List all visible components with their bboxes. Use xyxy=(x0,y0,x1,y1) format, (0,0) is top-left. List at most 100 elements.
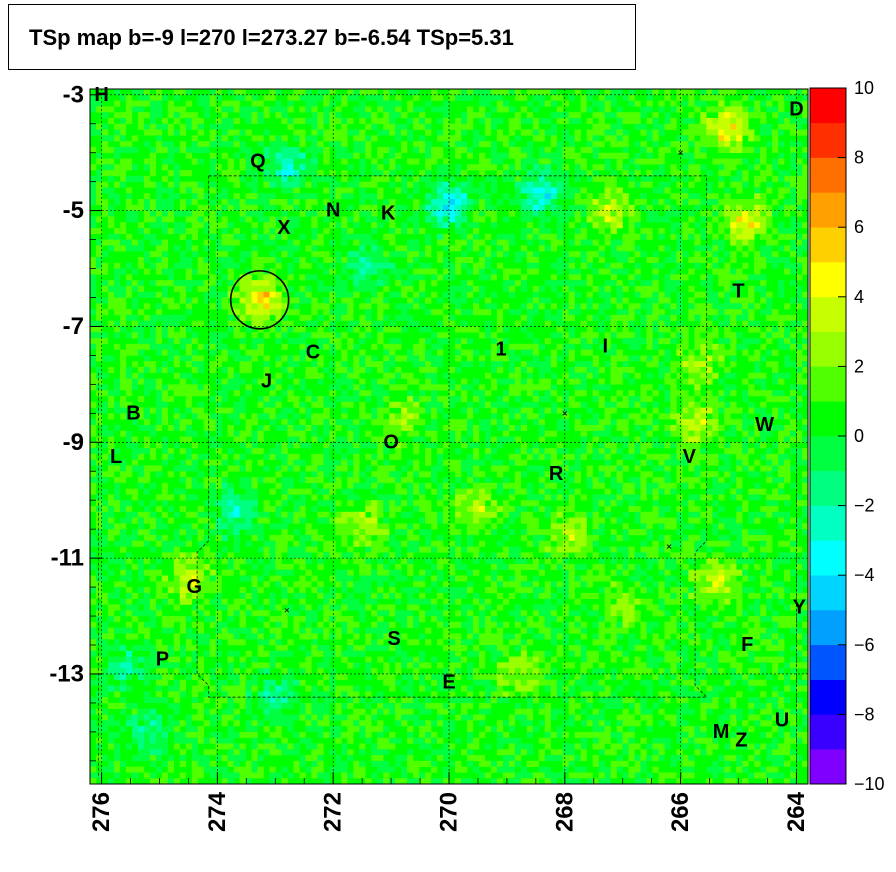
heatmap-cell xyxy=(592,424,599,432)
heatmap-cell xyxy=(766,170,773,177)
heatmap-cell xyxy=(407,303,414,310)
heatmap-cell xyxy=(119,309,127,316)
heatmap-cell xyxy=(604,106,611,113)
heatmap-cell xyxy=(377,361,384,368)
heatmap-cell xyxy=(628,367,635,374)
heatmap-cell xyxy=(221,395,228,403)
heatmap-cell xyxy=(790,320,797,327)
heatmap-cell xyxy=(592,123,599,130)
heatmap-cell xyxy=(772,199,779,206)
heatmap-cell xyxy=(143,367,151,374)
heatmap-cell xyxy=(490,251,498,258)
heatmap-cell xyxy=(209,349,216,356)
heatmap-cell xyxy=(634,100,641,107)
heatmap-cell xyxy=(796,436,803,443)
heatmap-cell xyxy=(544,314,552,321)
heatmap-cell xyxy=(437,175,444,182)
heatmap-cell xyxy=(754,112,761,119)
heatmap-cell xyxy=(682,199,689,206)
heatmap-cell xyxy=(652,355,659,362)
heatmap-cell xyxy=(802,459,809,466)
heatmap-cell xyxy=(365,361,372,368)
heatmap-cell xyxy=(209,436,216,443)
heatmap-cell xyxy=(281,303,288,310)
heatmap-cell xyxy=(269,141,276,148)
heatmap-cell xyxy=(658,297,665,304)
heatmap-cell xyxy=(670,309,677,316)
heatmap-cell xyxy=(718,164,725,171)
heatmap-cell xyxy=(233,332,240,339)
heatmap-cell xyxy=(197,181,204,188)
heatmap-cell xyxy=(556,152,563,159)
heatmap-cell xyxy=(496,395,504,403)
heatmap-cell xyxy=(454,436,462,443)
heatmap-cell xyxy=(245,117,252,125)
heatmap-cell xyxy=(694,407,701,414)
heatmap-cell xyxy=(359,390,366,397)
heatmap-cell xyxy=(796,384,803,391)
heatmap-cell xyxy=(550,453,557,460)
heatmap-cell xyxy=(185,210,193,217)
heatmap-cell xyxy=(90,448,97,455)
heatmap-cell xyxy=(371,204,378,211)
heatmap-cell xyxy=(556,332,563,339)
heatmap-cell xyxy=(107,303,115,310)
heatmap-cell xyxy=(766,465,773,472)
heatmap-cell xyxy=(610,210,617,217)
heatmap-cell xyxy=(299,152,306,159)
heatmap-cell xyxy=(706,123,713,130)
heatmap-cell xyxy=(688,314,695,321)
heatmap-cell xyxy=(221,187,228,194)
heatmap-cell xyxy=(395,448,402,455)
heatmap-cell xyxy=(712,158,719,165)
heatmap-cell xyxy=(371,158,378,165)
heatmap-cell xyxy=(790,193,797,200)
heatmap-cell xyxy=(802,297,809,304)
heatmap-cell xyxy=(682,395,689,403)
heatmap-cell xyxy=(682,141,689,148)
heatmap-cell xyxy=(658,123,665,130)
heatmap-cell xyxy=(706,135,713,142)
heatmap-cell xyxy=(754,193,761,200)
heatmap-cell xyxy=(383,303,390,310)
heatmap-cell xyxy=(556,424,563,432)
heatmap-cell xyxy=(658,181,665,188)
heatmap-cell xyxy=(790,448,797,455)
heatmap-cell xyxy=(496,338,504,345)
heatmap-cell xyxy=(604,297,611,304)
heatmap-cell xyxy=(293,216,300,223)
heatmap-cell xyxy=(658,372,665,379)
heatmap-cell xyxy=(490,210,498,217)
heatmap-cell xyxy=(724,285,731,293)
heatmap-cell xyxy=(646,355,653,362)
heatmap-cell xyxy=(167,274,175,281)
heatmap-cell xyxy=(460,123,468,130)
heatmap-cell xyxy=(407,262,414,269)
heatmap-cell xyxy=(413,343,420,350)
heatmap-cell xyxy=(778,453,785,460)
heatmap-cell xyxy=(353,419,360,426)
heatmap-cell xyxy=(514,199,522,206)
heatmap-cell xyxy=(484,89,492,96)
heatmap-cell xyxy=(712,407,719,414)
heatmap-cell xyxy=(634,309,641,316)
heatmap-cell xyxy=(203,419,210,426)
heatmap-cell xyxy=(281,448,288,455)
heatmap-cell xyxy=(143,193,151,200)
heatmap-cell xyxy=(437,239,444,246)
heatmap-cell xyxy=(269,285,276,293)
heatmap-cell xyxy=(227,117,234,125)
heatmap-cell xyxy=(562,448,569,455)
heatmap-cell xyxy=(251,204,258,211)
heatmap-cell xyxy=(407,401,414,408)
heatmap-cell xyxy=(526,175,534,182)
heatmap-cell xyxy=(562,135,569,142)
heatmap-cell xyxy=(305,274,312,281)
heatmap-cell xyxy=(478,106,486,113)
heatmap-cell xyxy=(670,210,677,217)
heatmap-cell xyxy=(652,297,659,304)
heatmap-cell xyxy=(281,332,288,339)
heatmap-cell xyxy=(778,471,785,478)
heatmap-cell xyxy=(401,419,408,426)
heatmap-cell xyxy=(251,106,258,113)
